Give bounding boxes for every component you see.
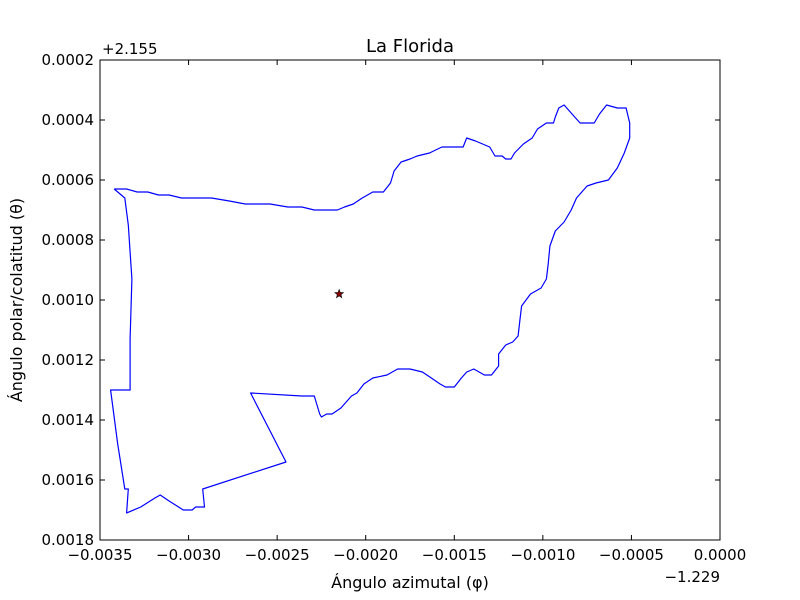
y-tick-label: 0.0012: [42, 351, 95, 369]
x-axis-label: Ángulo azimutal (φ): [331, 573, 489, 592]
y-tick-label: 0.0006: [42, 171, 95, 189]
x-tick-label: −0.0025: [245, 546, 310, 564]
boundary-line: [109, 104, 631, 514]
centroid-marker: [334, 288, 345, 299]
x-tick-label: −0.0020: [333, 546, 398, 564]
y-tick-label: 0.0010: [42, 291, 95, 309]
ticks: −0.0035 −0.0030 −0.0025 −0.0020 −0.0015 −0.00…: [42, 51, 747, 564]
plot-frame: [99, 59, 721, 541]
y-tick-label: 0.0002: [42, 51, 95, 69]
x-offset-label: −1.229: [664, 568, 720, 586]
x-tick-label: −0.0010: [510, 546, 575, 564]
x-tick-label: −0.0035: [67, 546, 132, 564]
x-tick-label: −0.0015: [422, 546, 487, 564]
chart-title: La Florida: [366, 36, 454, 57]
x-tick-label: −0.0005: [599, 546, 664, 564]
plot-area: [109, 104, 631, 514]
y-tick-label: 0.0004: [42, 111, 95, 129]
y-tick-label: 0.0014: [42, 411, 95, 429]
x-tick-label: 0.0000: [694, 546, 747, 564]
y-offset-label: +2.155: [102, 40, 158, 58]
y-tick-label: 0.0018: [42, 531, 95, 549]
y-tick-label: 0.0016: [42, 471, 95, 489]
y-axis-label: Ángulo polar/colatitud (θ): [7, 198, 26, 402]
y-tick-label: 0.0008: [42, 231, 95, 249]
x-tick-label: −0.0030: [156, 546, 221, 564]
